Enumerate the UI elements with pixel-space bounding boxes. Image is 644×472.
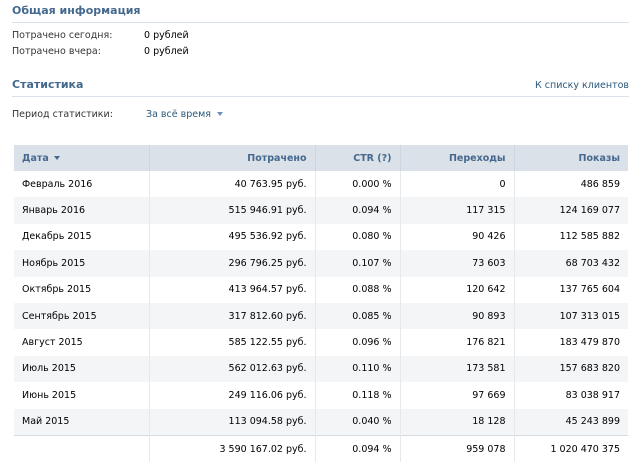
spent-today-value: 0 рублей [144, 30, 189, 41]
cell-clicks: 176 821 [399, 329, 514, 356]
cell-ctr: 0.088 % [314, 276, 400, 303]
cell-ctr: 0.110 % [314, 355, 400, 383]
cell-clicks: 120 642 [399, 276, 514, 303]
cell-clicks: 18 128 [399, 408, 514, 436]
cell-impressions: 112 585 882 [513, 223, 628, 251]
total-ctr: 0.094 % [314, 434, 400, 463]
table-row: Сентябрь 2015 317 812.60 руб. 0.085 % 90… [14, 302, 628, 330]
table-row: Октябрь 2015 413 964.57 руб. 0.088 % 120… [14, 276, 628, 303]
cell-clicks: 73 603 [399, 250, 514, 277]
cell-impressions: 157 683 820 [513, 355, 628, 383]
cell-ctr: 0.040 % [314, 408, 400, 436]
period-label: Период статистики: [12, 109, 113, 120]
period-dropdown-value: За всё время [146, 109, 211, 120]
total-date [14, 434, 149, 463]
cell-impressions: 124 169 077 [513, 197, 628, 224]
totals-row: 3 590 167.02 руб. 0.094 % 959 078 1 020 … [14, 434, 628, 463]
table-row: Январь 2016 515 946.91 руб. 0.094 % 117 … [14, 197, 628, 224]
table-row: Ноябрь 2015 296 796.25 руб. 0.107 % 73 6… [14, 250, 628, 277]
cell-spent: 413 964.57 руб. [148, 276, 315, 303]
cell-date: Октябрь 2015 [22, 284, 92, 296]
cell-spent: 296 796.25 руб. [148, 250, 315, 277]
cell-date: Январь 2016 [14, 197, 149, 224]
cell-impressions: 137 765 604 [513, 276, 628, 303]
cell-ctr: 0.096 % [314, 329, 400, 356]
cell-ctr: 0.118 % [314, 382, 400, 409]
column-header-impressions[interactable]: Показы [513, 145, 628, 171]
cell-spent: 40 763.95 руб. [148, 171, 315, 198]
cell-date: Сентябрь 2015 [14, 302, 149, 330]
cell-clicks: 0 [399, 171, 514, 198]
cell-clicks: 97 669 [399, 382, 514, 409]
column-header-clicks[interactable]: Переходы [399, 145, 514, 171]
table-row: Июнь 2015 249 116.06 руб. 0.118 % 97 669… [14, 382, 628, 409]
cell-date: Февраль 2016 [22, 178, 93, 190]
cell-ctr: 0.107 % [314, 250, 400, 277]
cell-impressions: 45 243 899 [513, 408, 628, 436]
spent-yesterday-label: Потрачено вчера: [12, 46, 101, 57]
total-spent: 3 590 167.02 руб. [148, 434, 315, 463]
stats-section-header: Статистика К списку клиентов [12, 78, 629, 97]
chevron-down-icon [216, 112, 223, 116]
cell-ctr: 0.085 % [314, 302, 400, 330]
table-row: Февраль 2016 40 763.95 руб. 0.000 % 0 48… [14, 171, 628, 198]
column-header-ctr[interactable]: CTR (?) [314, 145, 400, 171]
table-row: Июль 2015 562 012.63 руб. 0.110 % 173 58… [14, 355, 628, 383]
cell-clicks: 90 893 [399, 302, 514, 330]
column-header-spent[interactable]: Потрачено [148, 145, 315, 171]
cell-spent: 495 536.92 руб. [148, 223, 315, 251]
cell-ctr: 0.000 % [314, 171, 400, 198]
total-impressions: 1 020 470 375 [513, 434, 628, 463]
cell-impressions: 107 313 015 [513, 302, 628, 330]
cell-ctr: 0.080 % [314, 223, 400, 251]
cell-impressions: 68 703 432 [513, 250, 628, 277]
general-section-title: Общая информация [12, 4, 141, 17]
cell-clicks: 117 315 [399, 197, 514, 224]
client-list-link[interactable]: К списку клиентов [535, 80, 629, 91]
total-clicks: 959 078 [399, 434, 514, 463]
cell-date: Май 2015 [14, 408, 149, 436]
cell-spent: 113 094.58 руб. [148, 408, 315, 436]
cell-impressions: 486 859 [513, 171, 628, 198]
spent-yesterday-value: 0 рублей [144, 46, 189, 57]
table-header-row: Дата Потрачено CTR (?) Переходы Показы [14, 145, 628, 171]
table-row: Декабрь 2015 495 536.92 руб. 0.080 % 90 … [14, 223, 628, 251]
cell-date: Ноябрь 2015 [14, 250, 149, 277]
cell-date: Декабрь 2015 [22, 231, 92, 243]
period-dropdown[interactable]: За всё время [146, 109, 223, 120]
stats-section-title: Статистика [12, 78, 84, 91]
cell-date: Июль 2015 [14, 355, 149, 383]
cell-spent: 317 812.60 руб. [148, 302, 315, 330]
sort-down-icon [53, 155, 60, 160]
spent-today-label: Потрачено сегодня: [12, 30, 113, 41]
cell-spent: 249 116.06 руб. [148, 382, 315, 409]
cell-clicks: 90 426 [399, 223, 514, 251]
cell-impressions: 83 038 917 [513, 382, 628, 409]
cell-clicks: 173 581 [399, 355, 514, 383]
cell-impressions: 183 479 870 [513, 329, 628, 356]
general-section-header: Общая информация [12, 4, 629, 23]
cell-spent: 585 122.55 руб. [148, 329, 315, 356]
cell-spent: 562 012.63 руб. [148, 355, 315, 383]
cell-date: Июнь 2015 [22, 389, 77, 401]
column-header-date[interactable]: Дата [14, 145, 149, 171]
statistics-table: Дата Потрачено CTR (?) Переходы Показы Ф… [14, 145, 628, 463]
cell-spent: 515 946.91 руб. [148, 197, 315, 224]
table-row: Август 2015 585 122.55 руб. 0.096 % 176 … [14, 329, 628, 356]
table-row: Май 2015 113 094.58 руб. 0.040 % 18 128 … [14, 408, 628, 436]
cell-ctr: 0.094 % [314, 197, 400, 224]
cell-date: Август 2015 [22, 337, 83, 349]
